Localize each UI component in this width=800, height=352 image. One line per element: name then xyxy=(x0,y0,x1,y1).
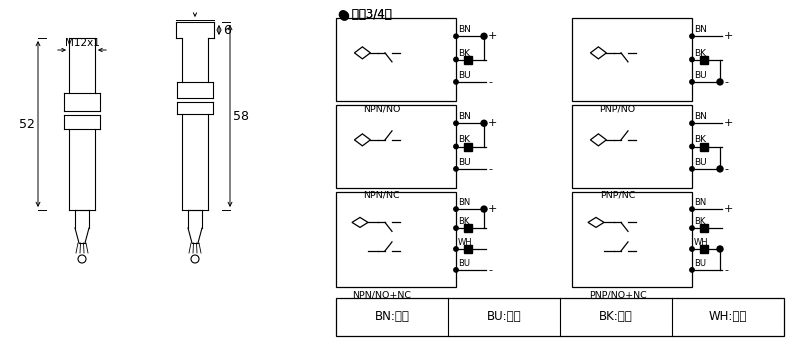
Circle shape xyxy=(481,33,487,39)
Text: BK: BK xyxy=(694,217,706,226)
Text: BN: BN xyxy=(458,198,470,207)
Circle shape xyxy=(690,207,694,211)
Circle shape xyxy=(454,121,458,125)
Circle shape xyxy=(454,80,458,84)
Text: BK: BK xyxy=(458,136,470,145)
Bar xyxy=(336,105,456,188)
Text: WH: WH xyxy=(458,238,473,247)
Text: BN: BN xyxy=(694,112,707,121)
Text: PNP/NO+NC: PNP/NO+NC xyxy=(589,290,646,299)
Bar xyxy=(572,192,692,287)
Circle shape xyxy=(454,57,458,62)
Circle shape xyxy=(717,246,723,252)
Text: BU: BU xyxy=(458,259,470,268)
Text: -: - xyxy=(488,265,492,275)
Circle shape xyxy=(690,268,694,272)
Circle shape xyxy=(690,121,694,125)
Text: BU: BU xyxy=(458,71,470,80)
Text: BU: BU xyxy=(694,71,706,80)
Circle shape xyxy=(690,144,694,149)
Text: 6: 6 xyxy=(223,24,231,37)
Circle shape xyxy=(481,206,487,212)
Text: PNP/NC: PNP/NC xyxy=(600,191,635,200)
Text: -: - xyxy=(724,265,728,275)
Circle shape xyxy=(717,166,723,172)
Circle shape xyxy=(690,226,694,230)
Circle shape xyxy=(717,79,723,85)
Text: 直涁3/4线: 直涁3/4线 xyxy=(348,8,392,21)
Text: BK: BK xyxy=(694,49,706,57)
Circle shape xyxy=(690,247,694,251)
Text: BK: BK xyxy=(458,217,470,226)
Text: -: - xyxy=(724,164,728,174)
Text: 58: 58 xyxy=(233,109,249,122)
Text: BN: BN xyxy=(694,198,706,207)
Circle shape xyxy=(690,80,694,84)
Text: ● 直涁3/4线: ● 直涁3/4线 xyxy=(338,8,392,21)
Text: +: + xyxy=(724,31,734,41)
Text: BN:棕色: BN:棕色 xyxy=(374,310,410,323)
Bar xyxy=(464,56,472,63)
Text: +: + xyxy=(724,204,734,214)
Bar xyxy=(700,143,708,151)
Text: WH:白色: WH:白色 xyxy=(709,310,747,323)
Bar xyxy=(700,224,708,232)
Circle shape xyxy=(454,207,458,211)
Text: +: + xyxy=(488,204,498,214)
Text: BN: BN xyxy=(458,25,471,34)
Text: -: - xyxy=(488,77,492,87)
Text: BU:兰色: BU:兰色 xyxy=(486,310,522,323)
Circle shape xyxy=(690,167,694,171)
Circle shape xyxy=(454,144,458,149)
Text: BK: BK xyxy=(458,49,470,57)
Text: BU: BU xyxy=(458,158,470,167)
Bar xyxy=(700,245,708,253)
Text: NPN/NC: NPN/NC xyxy=(363,191,400,200)
Bar xyxy=(700,56,708,63)
Text: ●: ● xyxy=(338,8,349,21)
Text: +: + xyxy=(724,118,734,128)
Text: -: - xyxy=(488,164,492,174)
Text: 52: 52 xyxy=(19,118,35,131)
Bar xyxy=(464,224,472,232)
Circle shape xyxy=(690,57,694,62)
Text: +: + xyxy=(488,118,498,128)
Bar xyxy=(336,298,784,336)
Text: M12x1: M12x1 xyxy=(65,38,99,48)
Text: NPN/NO+NC: NPN/NO+NC xyxy=(352,290,411,299)
Text: BK: BK xyxy=(694,136,706,145)
Text: -: - xyxy=(724,77,728,87)
Text: BN: BN xyxy=(458,112,471,121)
Text: BU: BU xyxy=(694,158,706,167)
Circle shape xyxy=(454,167,458,171)
Bar xyxy=(572,105,692,188)
Bar xyxy=(464,245,472,253)
Text: PNP/NO: PNP/NO xyxy=(599,104,636,113)
Bar xyxy=(336,18,456,101)
Bar xyxy=(572,18,692,101)
Text: NPN/NO: NPN/NO xyxy=(363,104,400,113)
Text: WH: WH xyxy=(694,238,709,247)
Bar xyxy=(464,143,472,151)
Circle shape xyxy=(454,34,458,38)
Circle shape xyxy=(690,34,694,38)
Bar xyxy=(336,192,456,287)
Text: BK:黑色: BK:黑色 xyxy=(599,310,633,323)
Text: BN: BN xyxy=(694,25,707,34)
Circle shape xyxy=(454,268,458,272)
Circle shape xyxy=(481,120,487,126)
Circle shape xyxy=(454,226,458,230)
Circle shape xyxy=(454,247,458,251)
Text: BU: BU xyxy=(694,259,706,268)
Text: +: + xyxy=(488,31,498,41)
